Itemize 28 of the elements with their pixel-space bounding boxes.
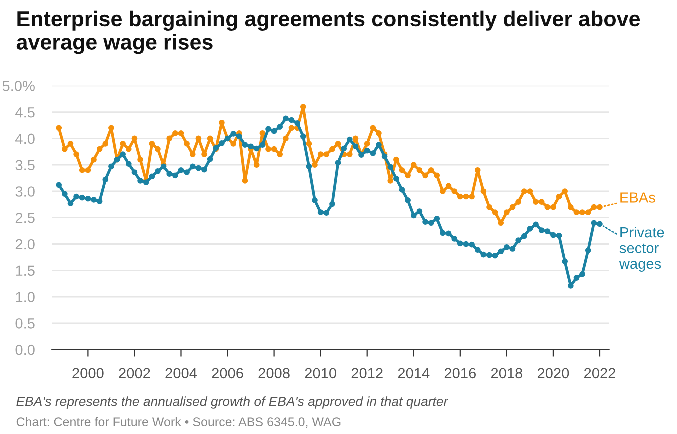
y-tick-label: 2.0 bbox=[16, 239, 35, 250]
y-tick-label: 2.5 bbox=[16, 212, 35, 224]
legend-label: EBAs bbox=[620, 192, 656, 203]
x-tick-label: 2012 bbox=[352, 368, 383, 379]
x-tick-label: 2016 bbox=[444, 368, 476, 379]
x-tick-label: 2018 bbox=[491, 368, 523, 379]
y-tick-label: 0.0 bbox=[16, 344, 35, 356]
y-tick-label: 4.5 bbox=[16, 108, 35, 118]
y-tick-label: 5.0% bbox=[2, 81, 35, 92]
x-tick-label: 2020 bbox=[538, 368, 570, 379]
x-tick-label: 2022 bbox=[584, 368, 616, 379]
chart-title: Enterprise bargaining agreements consistently deliver above average wage rises bbox=[16, 10, 640, 54]
legend-label: Private sector wages bbox=[619, 226, 664, 272]
text: EBA's represents the annualised growth of EBA's approved in that quarter bbox=[16, 396, 449, 409]
y-tick-label: 0.5 bbox=[16, 318, 35, 329]
y-tick-label: 3.0 bbox=[16, 186, 35, 197]
y-tick-label: 4.0 bbox=[16, 134, 35, 144]
y-tick-label: 1.0 bbox=[16, 292, 35, 302]
text: Chart: Centre for Future Work • Source: ABS 6345.0, WAG bbox=[16, 417, 341, 428]
x-tick-label: 2008 bbox=[258, 368, 290, 379]
x-tick-label: 2014 bbox=[398, 368, 430, 379]
x-tick-label: 2002 bbox=[119, 368, 150, 379]
x-tick-label: 2006 bbox=[212, 368, 244, 379]
y-tick-label: 1.5 bbox=[16, 266, 35, 276]
y-tick-label: 3.5 bbox=[16, 160, 35, 171]
x-tick-label: 2010 bbox=[305, 368, 336, 379]
x-tick-label: 2000 bbox=[72, 368, 104, 379]
x-tick-label: 2004 bbox=[166, 368, 198, 379]
